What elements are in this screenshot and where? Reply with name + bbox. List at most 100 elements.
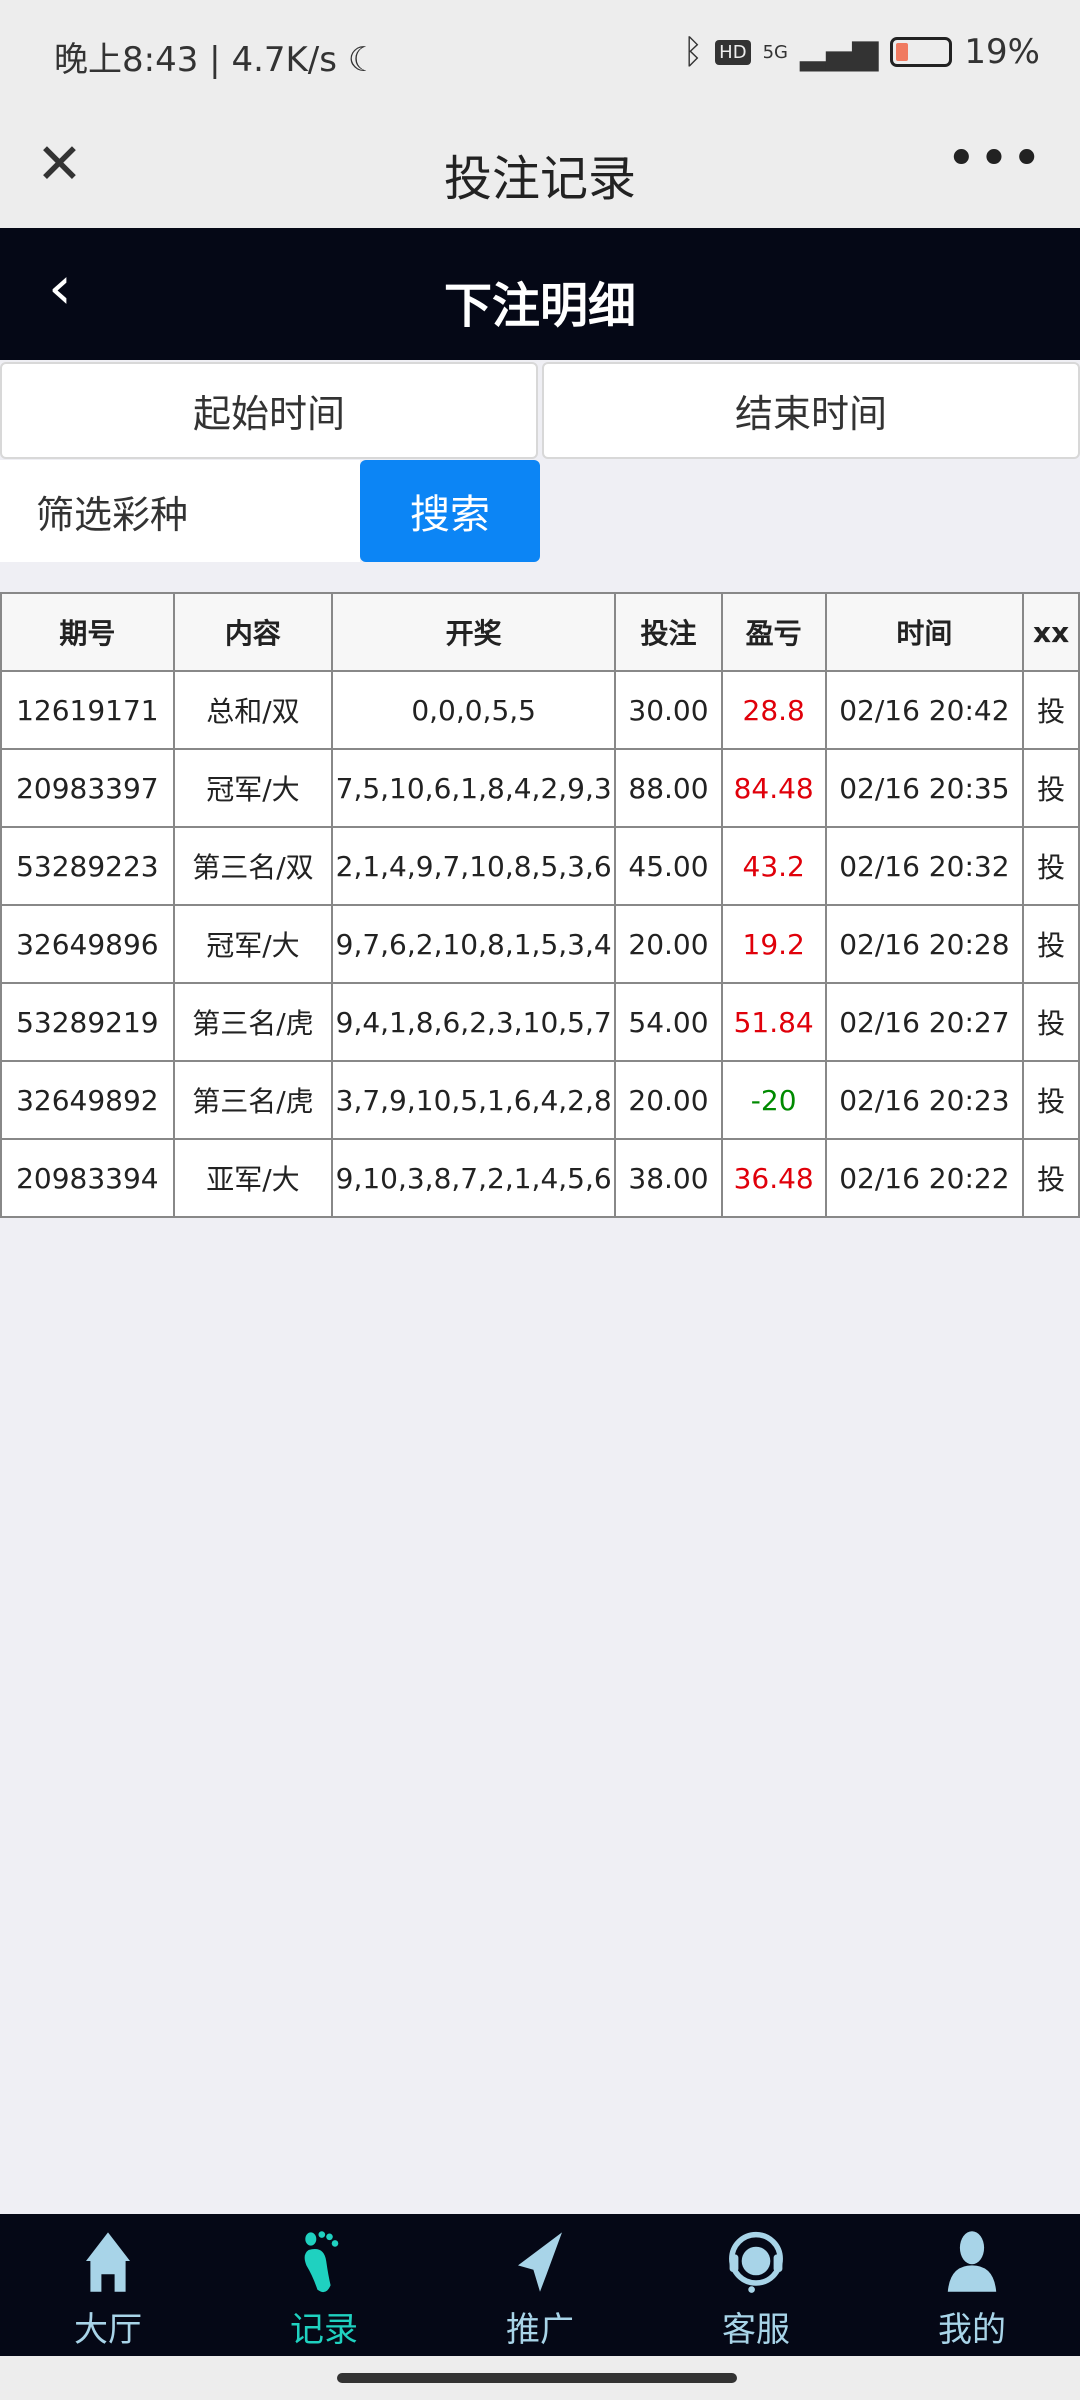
search-button[interactable]: 搜索 <box>360 460 540 562</box>
content-cell: 冠军/大 <box>172 748 334 828</box>
signal-icon: 5G <box>762 41 788 63</box>
battery-percent: 19% <box>964 32 1040 72</box>
headset-icon <box>729 2231 783 2293</box>
nav-item-mine[interactable]: 我的 <box>864 2214 1080 2356</box>
nav-item-promote[interactable]: 推广 <box>432 2214 648 2356</box>
nav-label: 推广 <box>506 2310 574 2350</box>
profit-loss-cell: 19.2 <box>720 904 827 984</box>
period-cell: 53289223 <box>0 826 175 906</box>
detail-header: ‹ 下注明细 <box>0 228 1080 360</box>
bet-again-cell[interactable]: 投 <box>1022 982 1080 1062</box>
col-header: 内容 <box>172 592 334 672</box>
draw-result-cell: 9,4,1,8,6,2,3,10,5,7 <box>331 982 617 1062</box>
profit-loss-cell: 51.84 <box>720 982 827 1062</box>
start-time-button[interactable]: 起始时间 <box>0 362 538 459</box>
bet-amount-cell: 20.00 <box>614 1060 723 1140</box>
table-row: 53289219 第三名/虎 9,4,1,8,6,2,3,10,5,7 54.00 51… <box>0 982 1080 1062</box>
nav-item-support[interactable]: 客服 <box>648 2214 864 2356</box>
period-cell: 20983397 <box>0 748 175 828</box>
moon-icon: ☾ <box>347 40 379 80</box>
clock: 晚上8:43 <box>54 40 199 80</box>
time-cell: 02/16 20:28 <box>824 904 1025 984</box>
hd-icon: HD <box>715 39 751 65</box>
bet-again-cell[interactable]: 投 <box>1022 826 1080 906</box>
bet-again-cell[interactable]: 投 <box>1022 748 1080 828</box>
net-speed: 4.7K/s <box>231 40 337 80</box>
bet-table: 期号 内容 开奖 投注 盈亏 时间 xx 12619171 总和/双 0,0,0,5… <box>0 592 1080 1218</box>
content-cell: 总和/双 <box>172 670 334 750</box>
table-row: 32649892 第三名/虎 3,7,9,10,5,1,6,4,2,8 20.00 -2… <box>0 1060 1080 1140</box>
nav-label: 我的 <box>938 2310 1006 2350</box>
table-row: 12619171 总和/双 0,0,0,5,5 30.00 28.8 02/16 20:4… <box>0 670 1080 750</box>
end-time-button[interactable]: 结束时间 <box>542 362 1080 459</box>
bet-amount-cell: 30.00 <box>614 670 723 750</box>
detail-title: 下注明细 <box>443 278 636 334</box>
period-cell: 32649896 <box>0 904 175 984</box>
period-cell: 12619171 <box>0 670 175 750</box>
period-cell: 32649892 <box>0 1060 175 1140</box>
nav-label: 记录 <box>290 2310 358 2350</box>
col-header: 投注 <box>614 592 723 672</box>
paper-plane-icon <box>518 2232 562 2292</box>
col-header: xx <box>1022 592 1080 672</box>
profit-loss-cell: 36.48 <box>720 1138 827 1218</box>
status-bar: 晚上8:43 | 4.7K/s ☾ ᛒ HD 5G ▂▄▆ 19% <box>0 0 1080 107</box>
content-cell: 冠军/大 <box>172 904 334 984</box>
draw-result-cell: 2,1,4,9,7,10,8,5,3,6 <box>331 826 617 906</box>
bet-amount-cell: 45.00 <box>614 826 723 906</box>
table-row: 20983397 冠军/大 7,5,10,6,1,8,4,2,9,3 88.00 84.… <box>0 748 1080 828</box>
content-cell: 第三名/虎 <box>172 982 334 1062</box>
signal-bars-icon: ▂▄▆ <box>799 32 879 72</box>
profit-loss-cell: -20 <box>720 1060 827 1140</box>
time-cell: 02/16 20:23 <box>824 1060 1025 1140</box>
bluetooth-icon: ᛒ <box>682 32 704 72</box>
home-icon <box>86 2232 130 2292</box>
table-row: 53289223 第三名/双 2,1,4,9,7,10,8,5,3,6 45.00 43… <box>0 826 1080 906</box>
nav-label: 客服 <box>722 2310 790 2350</box>
profit-loss-cell: 84.48 <box>720 748 827 828</box>
bet-again-cell[interactable]: 投 <box>1022 670 1080 750</box>
bet-amount-cell: 38.00 <box>614 1138 723 1218</box>
content-cell: 亚军/大 <box>172 1138 334 1218</box>
title-bar: ✕ 投注记录 ••• <box>0 107 1080 228</box>
bottom-nav: 大厅 记录 推广 客服 我的 <box>0 2214 1080 2356</box>
table-header: 期号 内容 开奖 投注 盈亏 时间 xx <box>0 592 1080 672</box>
bet-amount-cell: 20.00 <box>614 904 723 984</box>
nav-label: 大厅 <box>74 2310 142 2350</box>
user-icon <box>947 2231 997 2292</box>
bet-amount-cell: 88.00 <box>614 748 723 828</box>
time-cell: 02/16 20:32 <box>824 826 1025 906</box>
draw-result-cell: 7,5,10,6,1,8,4,2,9,3 <box>331 748 617 828</box>
col-header: 盈亏 <box>720 592 827 672</box>
lottery-select[interactable]: 筛选彩种 <box>0 460 360 562</box>
time-cell: 02/16 20:22 <box>824 1138 1025 1218</box>
draw-result-cell: 3,7,9,10,5,1,6,4,2,8 <box>331 1060 617 1140</box>
period-cell: 53289219 <box>0 982 175 1062</box>
draw-result-cell: 9,7,6,2,10,8,1,5,3,4 <box>331 904 617 984</box>
home-indicator[interactable] <box>337 2373 737 2383</box>
more-icon[interactable]: ••• <box>945 129 1044 189</box>
back-icon[interactable]: ‹ <box>48 253 72 323</box>
col-header: 时间 <box>824 592 1025 672</box>
time-cell: 02/16 20:35 <box>824 748 1025 828</box>
content-cell: 第三名/双 <box>172 826 334 906</box>
draw-result-cell: 0,0,0,5,5 <box>331 670 617 750</box>
nav-item-hall[interactable]: 大厅 <box>0 2214 216 2356</box>
table-row: 20983394 亚军/大 9,10,3,8,7,2,1,4,5,6 38.00 36.… <box>0 1138 1080 1218</box>
table-row: 32649896 冠军/大 9,7,6,2,10,8,1,5,3,4 20.00 19.… <box>0 904 1080 984</box>
col-header: 开奖 <box>331 592 617 672</box>
nav-item-records[interactable]: 记录 <box>216 2214 432 2356</box>
time-cell: 02/16 20:27 <box>824 982 1025 1062</box>
profit-loss-cell: 43.2 <box>720 826 827 906</box>
close-icon[interactable]: ✕ <box>36 132 83 197</box>
content-cell: 第三名/虎 <box>172 1060 334 1140</box>
col-header: 期号 <box>0 592 175 672</box>
footprint-icon <box>304 2231 339 2293</box>
bet-again-cell[interactable]: 投 <box>1022 1060 1080 1140</box>
profit-loss-cell: 28.8 <box>720 670 827 750</box>
time-cell: 02/16 20:42 <box>824 670 1025 750</box>
page-title: 投注记录 <box>443 151 636 207</box>
bet-again-cell[interactable]: 投 <box>1022 1138 1080 1218</box>
period-cell: 20983394 <box>0 1138 175 1218</box>
bet-again-cell[interactable]: 投 <box>1022 904 1080 984</box>
